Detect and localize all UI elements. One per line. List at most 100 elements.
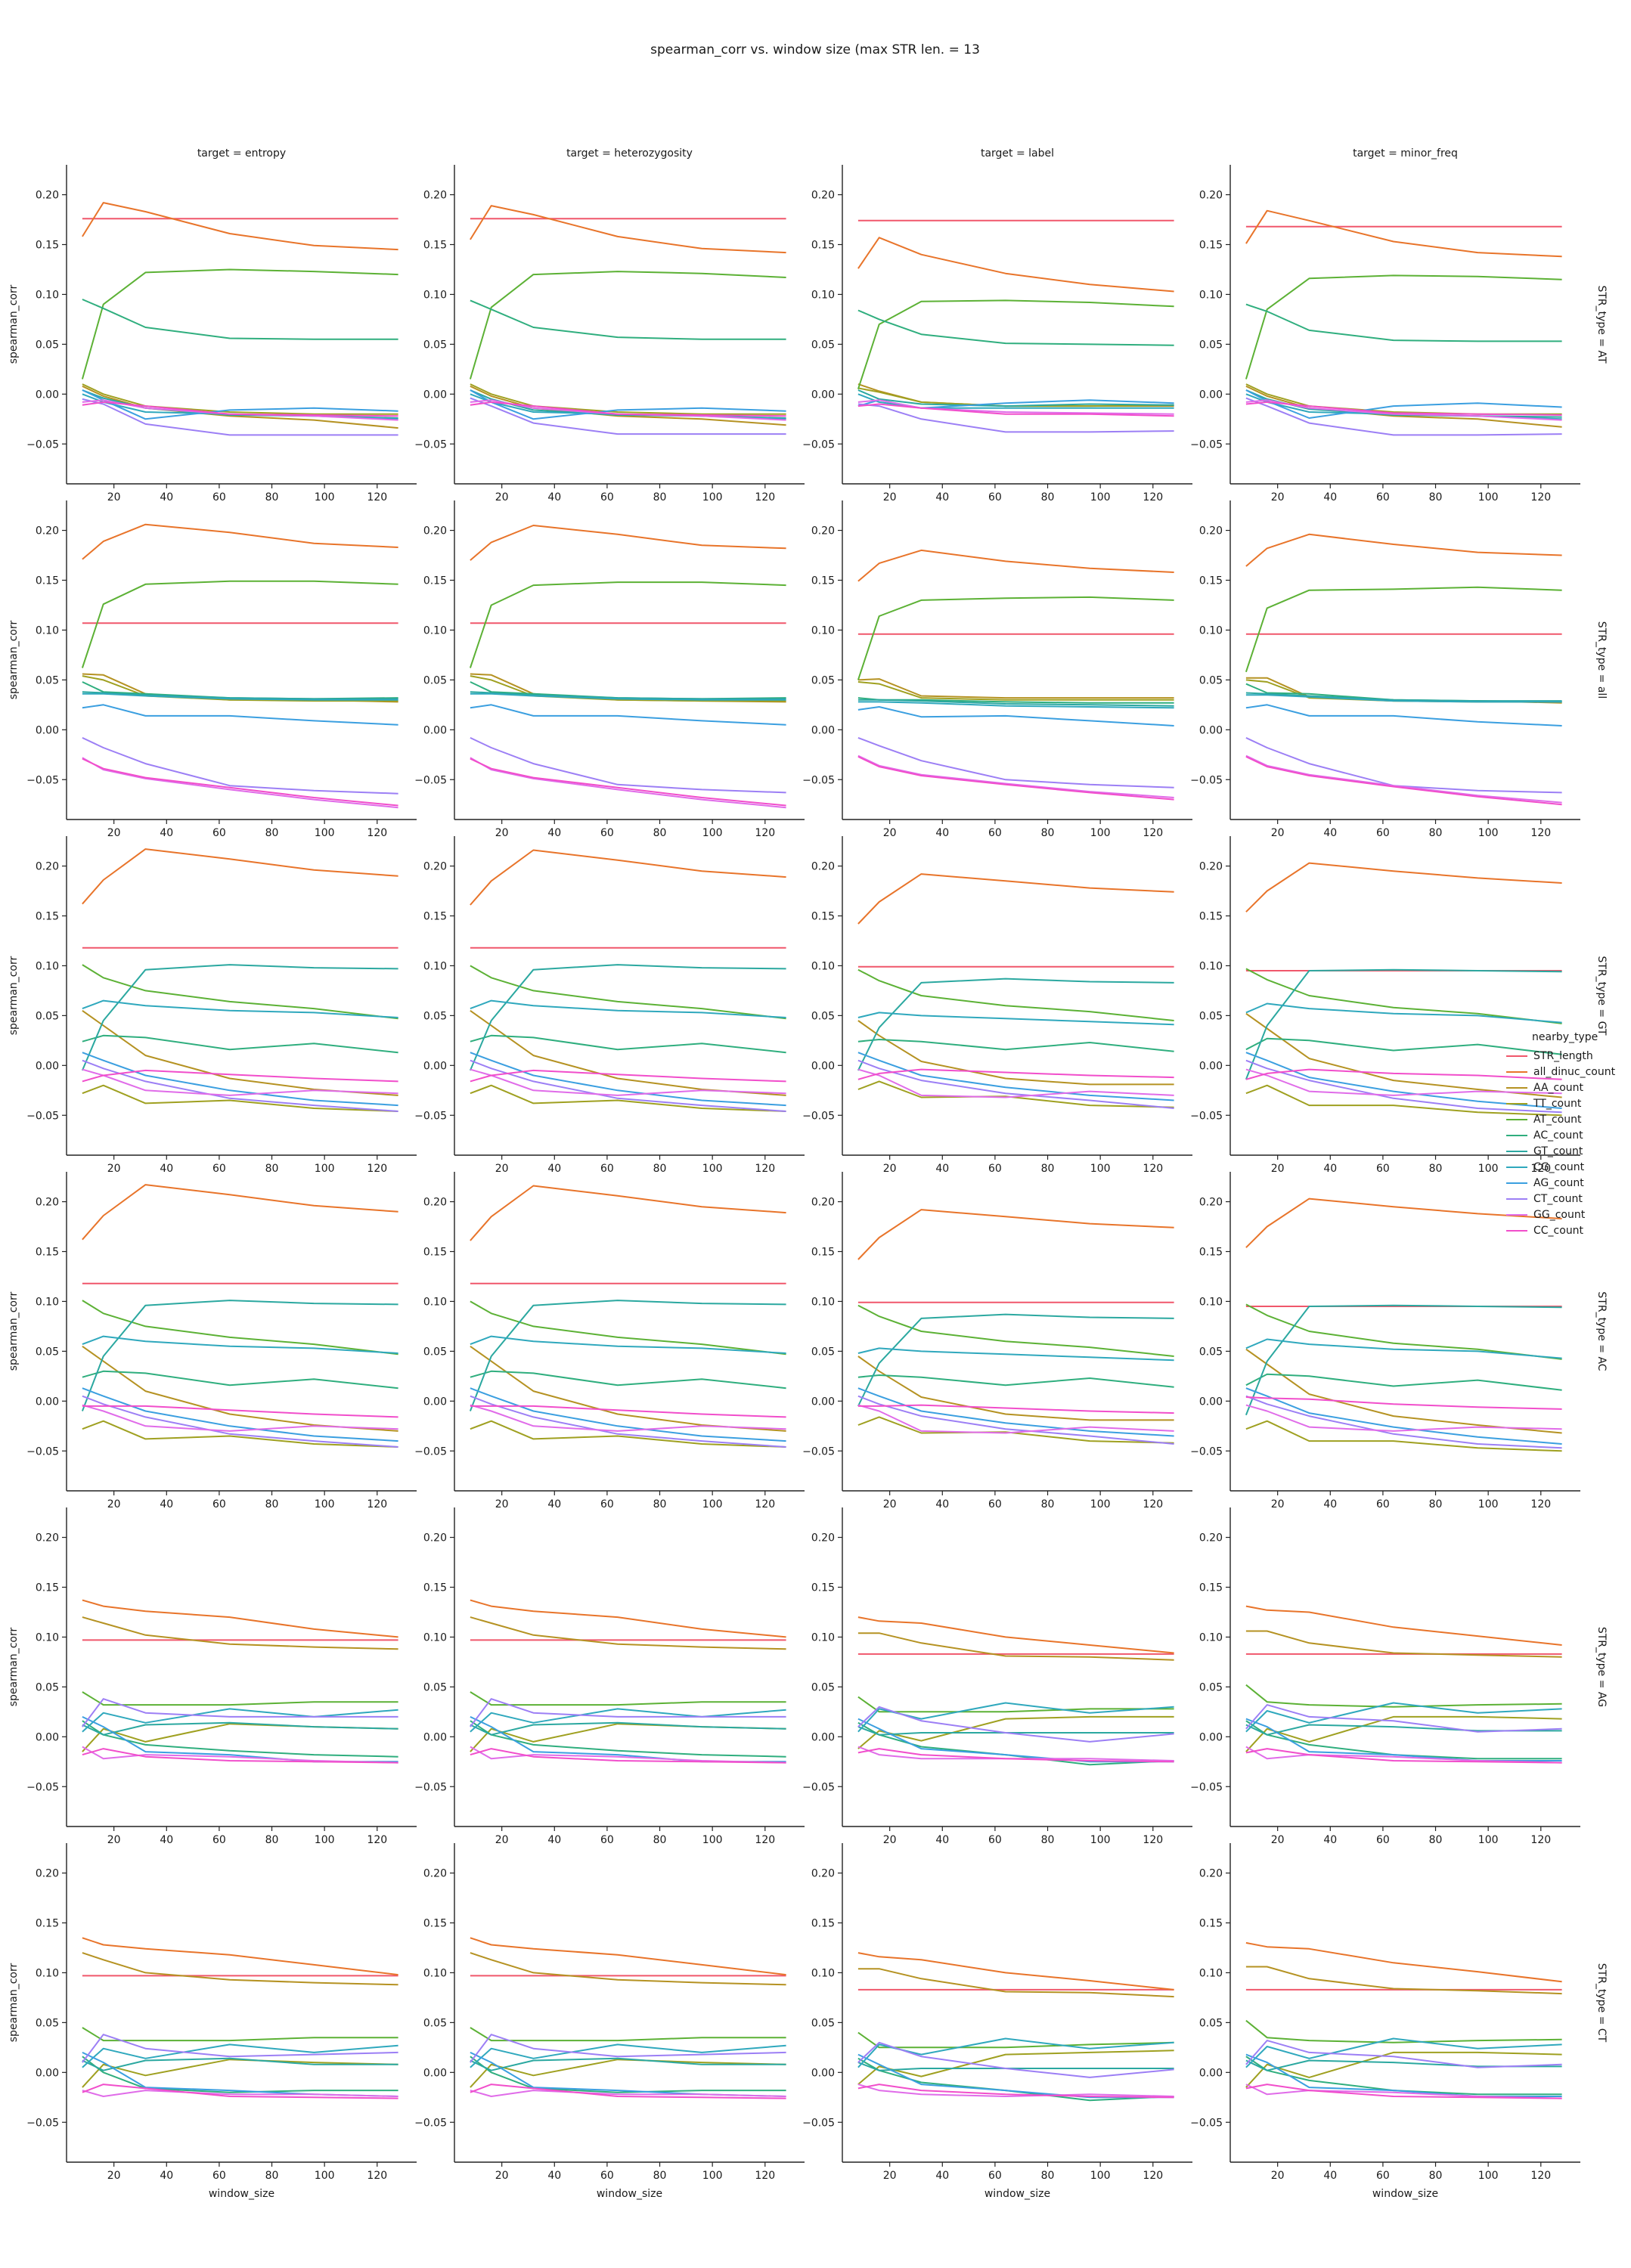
series-line-AA_count [1245, 1012, 1562, 1098]
series-line-all_dinuc_count [1245, 862, 1562, 912]
y-tick-label: 0.10 [36, 1296, 59, 1308]
y-tick-label: 0.15 [811, 1918, 835, 1930]
series-line-CG_count [470, 1708, 786, 1733]
series-line-CC_count [82, 1405, 398, 1418]
x-tick-label: 100 [1090, 827, 1111, 839]
y-tick-label: 0.10 [423, 1296, 447, 1308]
series-line-CG_count [470, 1335, 786, 1354]
series-line-AG_count [857, 1387, 1174, 1437]
x-tick-label: 40 [1323, 1163, 1337, 1175]
x-tick-label: 20 [495, 1498, 509, 1510]
y-tick-label: 0.10 [811, 960, 835, 972]
x-tick-label: 80 [1429, 827, 1443, 839]
series-line-AT_count [857, 596, 1174, 680]
legend-item: GG_count [1503, 1207, 1615, 1222]
legend-swatch [1506, 1134, 1527, 1136]
y-tick-label: −0.05 [414, 774, 447, 786]
series-line-AC_count [82, 1720, 398, 1758]
series-line-CG_count [1245, 1002, 1562, 1024]
y-tick-label: 0.20 [1199, 1197, 1223, 1209]
x-tick-label: 80 [1041, 1498, 1055, 1510]
y-tick-label: 0.00 [811, 1731, 835, 1743]
x-tick-label: 80 [653, 827, 667, 839]
series-line-all_dinuc_count [1245, 209, 1562, 258]
y-tick-label: 0.00 [36, 389, 59, 401]
x-tick-label: 40 [547, 491, 561, 503]
series-line-CT_count [857, 403, 1174, 433]
y-tick-label: 0.20 [1199, 190, 1223, 202]
series-line-CC_count [470, 1069, 786, 1083]
series-line-GG_count [1245, 1404, 1562, 1432]
y-tick-label: 0.05 [1199, 339, 1223, 351]
x-axis-label: window_size [597, 2188, 662, 2200]
x-tick-label: 60 [600, 2170, 614, 2182]
x-tick-label: 100 [1478, 1498, 1499, 1510]
series-line-all_dinuc_count [1245, 1605, 1562, 1646]
series-line-GG_count [857, 754, 1174, 798]
y-tick-label: 0.05 [423, 339, 447, 351]
y-tick-label: −0.05 [26, 774, 59, 786]
y-tick-label: 0.15 [1199, 575, 1223, 587]
x-tick-label: 80 [265, 1834, 279, 1846]
series-line-CT_count [82, 1059, 398, 1112]
x-tick-label: 20 [1271, 1834, 1285, 1846]
series-line-all_dinuc_count [857, 549, 1174, 582]
series-line-AC_count [470, 299, 786, 340]
series-line-all_dinuc_count [857, 1616, 1174, 1654]
y-tick-label: 0.15 [36, 240, 59, 252]
series-line-AC_count [857, 1374, 1174, 1388]
x-tick-label: 100 [315, 827, 335, 839]
x-tick-label: 60 [988, 2170, 1002, 2182]
series-line-AG_count [1245, 2053, 1562, 2097]
series-line-AA_count [82, 385, 398, 429]
legend-item: AA_count [1503, 1080, 1615, 1095]
series-line-CC_count [1245, 1748, 1562, 1764]
series-line-all_dinuc_count [82, 1184, 398, 1241]
y-tick-label: 0.20 [811, 861, 835, 873]
x-tick-label: 120 [1143, 1163, 1163, 1175]
series-line-CC_count [1245, 1396, 1562, 1410]
series-line-GT_count [1245, 1304, 1562, 1416]
y-tick-label: 0.00 [36, 1396, 59, 1408]
y-tick-label: 0.20 [811, 1532, 835, 1545]
series-line-CT_count [1245, 736, 1562, 794]
x-tick-label: 60 [1376, 491, 1390, 503]
series-line-GT_count [1245, 692, 1562, 702]
y-tick-label: 0.20 [423, 861, 447, 873]
y-tick-label: 0.20 [36, 1197, 59, 1209]
series-line-AC_count [82, 1034, 398, 1054]
series-line-TT_count [82, 1420, 398, 1448]
series-line-CG_count [857, 701, 1174, 709]
y-tick-label: 0.20 [1199, 1868, 1223, 1880]
series-line-AG_count [82, 389, 398, 420]
legend: nearby_type STR_length all_dinuc_count AA_… [1503, 1031, 1615, 1238]
series-line-TT_count [82, 675, 398, 702]
legend-label: all_dinuc_count [1533, 1065, 1616, 1078]
series-line-GG_count [857, 1404, 1174, 1434]
series-line-AT_count [82, 1691, 398, 1706]
series-line-CT_count [82, 736, 398, 795]
series-line-TT_count [470, 383, 786, 415]
y-tick-label: 0.00 [1199, 2067, 1223, 2079]
x-tick-label: 100 [702, 491, 723, 503]
series-line-CG_count [857, 1012, 1174, 1026]
series-line-CC_count [82, 1748, 398, 1764]
y-tick-label: 0.05 [36, 1010, 59, 1022]
series-line-GG_count [470, 1404, 786, 1432]
x-tick-label: 20 [107, 1163, 121, 1175]
legend-item: AG_count [1503, 1175, 1615, 1191]
series-line-CG_count [857, 1702, 1174, 1733]
series-line-CG_count [857, 1347, 1174, 1362]
x-tick-label: 80 [1041, 1163, 1055, 1175]
legend-label: AC_count [1533, 1129, 1583, 1142]
x-tick-label: 120 [1530, 491, 1551, 503]
series-line-CG_count [82, 692, 398, 701]
x-tick-label: 80 [653, 1498, 667, 1510]
y-tick-label: 0.20 [1199, 525, 1223, 538]
x-tick-label: 20 [107, 1834, 121, 1846]
y-tick-label: 0.10 [1199, 289, 1223, 301]
x-tick-label: 100 [702, 1498, 723, 1510]
series-line-GT_count [469, 1300, 786, 1411]
series-line-CC_count [857, 1068, 1174, 1080]
legend-item: GT_count [1503, 1143, 1615, 1159]
